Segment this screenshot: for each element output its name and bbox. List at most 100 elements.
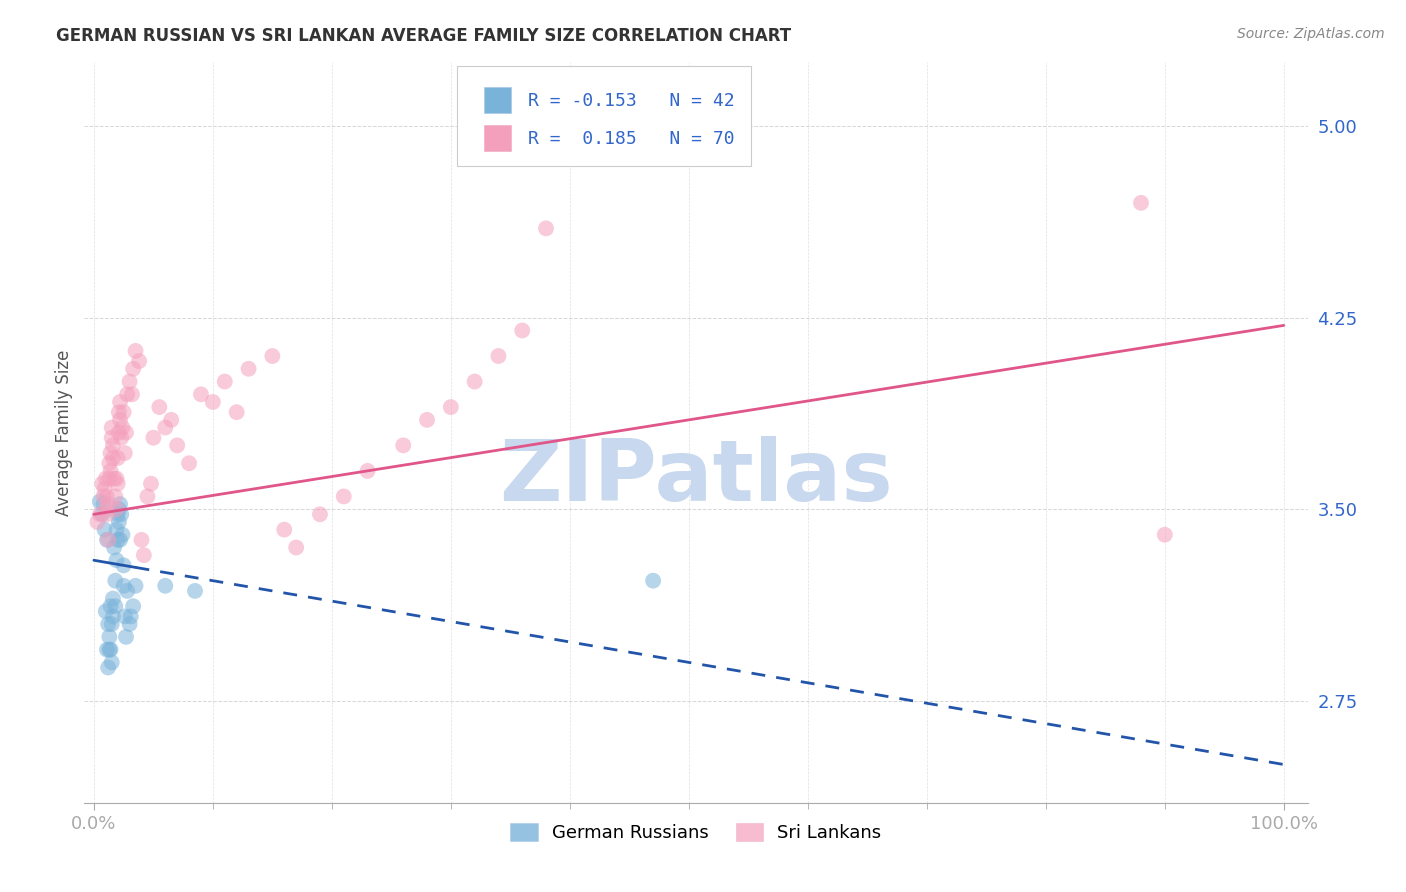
Point [262, 349, 284, 363]
Point [100, 642, 122, 657]
Point [100, 420, 122, 434]
Point [332, 490, 354, 504]
Point [155, 420, 177, 434]
Point [115, 425, 138, 440]
Point [115, 583, 138, 598]
Point [103, 472, 125, 486]
Point [105, 553, 128, 567]
Point [115, 630, 138, 644]
Point [128, 354, 150, 368]
Point [100, 617, 122, 632]
Text: GERMAN RUSSIAN VS SRI LANKAN AVERAGE FAMILY SIZE CORRELATION CHART: GERMAN RUSSIAN VS SRI LANKAN AVERAGE FAM… [56, 27, 792, 45]
Point [108, 395, 131, 409]
Point [108, 502, 131, 516]
Point [108, 413, 131, 427]
Point [110, 508, 132, 522]
Point [440, 400, 463, 414]
Point [356, 464, 378, 478]
Text: R =  0.185   N = 70: R = 0.185 N = 70 [529, 130, 735, 148]
Point [101, 451, 124, 466]
Point [139, 476, 162, 491]
Point [114, 446, 136, 460]
Point [464, 375, 486, 389]
Point [510, 324, 533, 338]
Point [112, 405, 135, 419]
Point [96, 490, 118, 504]
Point [101, 591, 124, 606]
Point [101, 438, 124, 452]
Point [107, 533, 129, 547]
Point [190, 387, 212, 401]
Point [124, 343, 146, 358]
Point [100, 446, 122, 460]
Legend: German Russians, Sri Lankans: German Russians, Sri Lankans [503, 815, 889, 849]
Point [105, 523, 128, 537]
Point [136, 490, 159, 504]
Point [273, 523, 295, 537]
Point [177, 456, 200, 470]
Point [97, 497, 120, 511]
Point [108, 405, 131, 419]
Point [131, 533, 153, 547]
Point [96, 508, 118, 522]
Point [285, 541, 308, 555]
Point [98, 456, 121, 470]
Point [108, 497, 131, 511]
Point [104, 599, 127, 614]
Point [1153, 527, 1175, 541]
Point [100, 431, 122, 445]
Point [1130, 195, 1153, 210]
Point [110, 431, 132, 445]
Point [122, 361, 145, 376]
Point [96, 533, 118, 547]
Point [93, 490, 115, 504]
Point [132, 548, 155, 562]
Point [142, 431, 165, 445]
Point [160, 413, 183, 427]
Point [112, 579, 135, 593]
Point [115, 387, 138, 401]
Point [184, 583, 207, 598]
Bar [484, 125, 512, 152]
Point [93, 497, 115, 511]
Y-axis label: Average Family Size: Average Family Size [55, 350, 73, 516]
Point [148, 400, 170, 414]
Point [100, 656, 122, 670]
Point [121, 387, 143, 401]
Point [105, 472, 128, 486]
Point [97, 533, 120, 547]
Text: R = -0.153   N = 42: R = -0.153 N = 42 [529, 92, 735, 110]
Point [86, 515, 108, 529]
Point [105, 502, 128, 516]
Bar [484, 87, 512, 112]
Text: ZIPatlas: ZIPatlas [499, 435, 893, 518]
Point [101, 609, 124, 624]
Point [166, 438, 188, 452]
Text: Source: ZipAtlas.com: Source: ZipAtlas.com [1237, 27, 1385, 41]
Point [534, 221, 557, 235]
Point [392, 438, 415, 452]
Point [108, 425, 131, 440]
Point [93, 523, 115, 537]
Point [103, 541, 125, 555]
Point [97, 617, 120, 632]
Point [111, 420, 134, 434]
Point [104, 490, 127, 504]
Point [98, 642, 121, 657]
Point [124, 579, 146, 593]
Point [225, 405, 247, 419]
Point [100, 464, 122, 478]
Point [91, 476, 114, 491]
Point [201, 395, 224, 409]
Point [94, 472, 117, 486]
Point [118, 375, 141, 389]
Point [214, 375, 236, 389]
Point [104, 574, 127, 588]
Point [114, 609, 136, 624]
Point [91, 508, 114, 522]
Point [309, 508, 332, 522]
Point [488, 349, 510, 363]
Point [107, 476, 129, 491]
Point [108, 533, 131, 547]
Point [100, 599, 122, 614]
